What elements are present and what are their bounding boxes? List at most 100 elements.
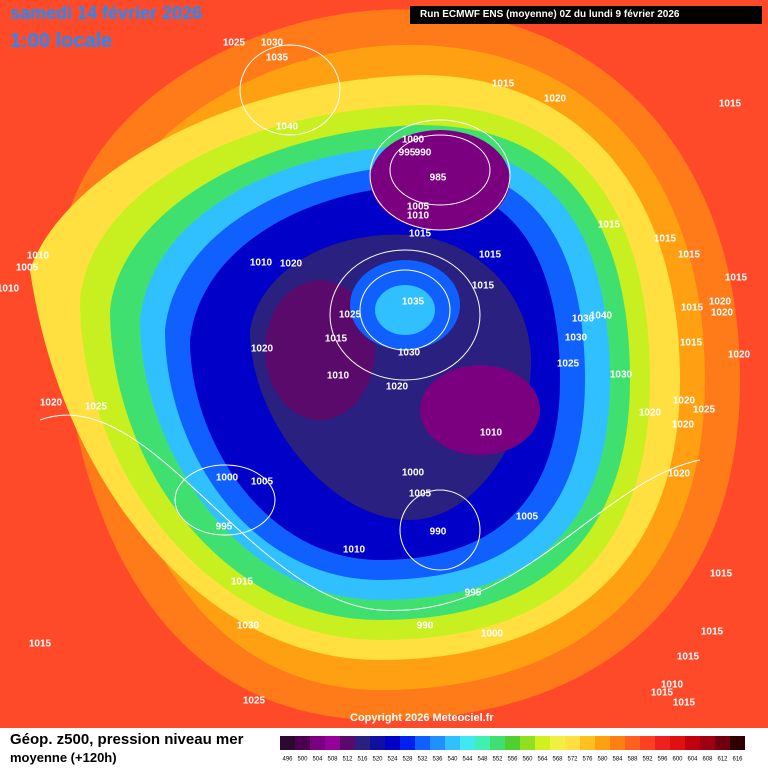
pressure-label: 1010: [407, 211, 430, 222]
pressure-label: 1030: [398, 348, 421, 359]
colorbar-label: 524: [387, 757, 398, 763]
pressure-label: 1020: [709, 297, 732, 308]
pressure-label: 1030: [565, 333, 588, 344]
pressure-label: 1015: [325, 334, 348, 345]
pressure-label: 1025: [223, 38, 246, 49]
colorbar-label: 580: [597, 757, 608, 763]
color-swatch: [700, 736, 715, 750]
colorbar-label: 588: [627, 757, 638, 763]
pressure-label: 1025: [85, 402, 108, 413]
legend-subtitle: moyenne (+120h): [10, 750, 117, 765]
pressure-label: 1015: [719, 99, 742, 110]
copyright: Copyright 2026 Meteociel.fr: [350, 712, 494, 724]
color-swatch: [490, 736, 505, 750]
pressure-label: 1005: [409, 489, 432, 500]
colorbar-label: 556: [507, 757, 518, 763]
colorbar-label: 500: [297, 757, 308, 763]
pressure-label: 1020: [544, 94, 567, 105]
date: samedi 14 février 2026: [10, 3, 203, 23]
pressure-label: 995: [399, 148, 416, 159]
color-swatch: [685, 736, 700, 750]
zone: [370, 130, 510, 230]
colorbar-label: 572: [567, 757, 578, 763]
colorbar-label: 616: [732, 757, 743, 763]
pressure-label: 1010: [0, 284, 20, 295]
pressure-label: 1010: [480, 428, 503, 439]
pressure-label: 1000: [481, 629, 504, 640]
colorbar-label: 584: [612, 757, 623, 763]
color-swatch: [340, 736, 355, 750]
pressure-label: 1020: [251, 344, 274, 355]
legend-title: Géop. z500, pression niveau mer: [10, 731, 244, 748]
colorbar-label: 508: [327, 757, 338, 763]
pressure-label: 1015: [710, 569, 733, 580]
colorbar-label: 608: [702, 757, 713, 763]
colorbar-label: 544: [462, 757, 473, 763]
pressure-label: 1015: [651, 688, 674, 699]
pressure-label: 1025: [243, 696, 266, 707]
colorbar-label: 528: [402, 757, 413, 763]
color-swatch: [670, 736, 685, 750]
pressure-label: 1000: [402, 135, 425, 146]
colorbar-label: 504: [312, 757, 323, 763]
pressure-label: 1015: [677, 652, 700, 663]
color-swatch: [295, 736, 310, 750]
color-swatch: [505, 736, 520, 750]
time: 1:00 locale: [10, 30, 113, 52]
colorbar-label: 496: [282, 757, 293, 763]
pressure-label: 1005: [251, 477, 274, 488]
colorbar-label: 564: [537, 757, 548, 763]
pressure-label: 1010: [661, 680, 684, 691]
color-swatch: [520, 736, 535, 750]
color-swatch: [280, 736, 295, 750]
pressure-label: 985: [430, 173, 447, 184]
colorbar-label: 512: [342, 757, 353, 763]
pressure-label: 1015: [492, 79, 515, 90]
pressure-label: 1035: [402, 297, 425, 308]
zone: [420, 365, 540, 455]
color-swatch: [580, 736, 595, 750]
pressure-label: 1030: [610, 370, 633, 381]
color-swatch: [355, 736, 370, 750]
pressure-label: 1020: [711, 308, 734, 319]
colorbar-label: 576: [582, 757, 593, 763]
pressure-label: 1015: [678, 250, 701, 261]
pressure-label: 1015: [725, 273, 748, 284]
pressure-label: 1010: [327, 371, 350, 382]
color-swatch: [730, 736, 745, 750]
colorbar-label: 540: [447, 757, 458, 763]
isobars: [39, 44, 701, 611]
pressure-label: 1025: [339, 310, 362, 321]
colorbar-label: 568: [552, 757, 563, 763]
colorbar-label: 552: [492, 757, 503, 763]
pressure-label: 990: [415, 148, 432, 159]
color-swatch: [400, 736, 415, 750]
colorbar-label: 604: [687, 757, 698, 763]
pressure-label: 1015: [29, 639, 52, 650]
pressure-label: 1010: [27, 251, 50, 262]
pressure-label: 1015: [409, 229, 432, 240]
pressure-label: 1030: [237, 621, 260, 632]
pressure-label: 1015: [472, 281, 495, 292]
colorbar-label: 596: [657, 757, 668, 763]
colorbar-label: 612: [717, 757, 728, 763]
pressure-label: 1005: [16, 263, 39, 274]
pressure-label: 1030: [572, 314, 595, 325]
colorbar-label: 600: [672, 757, 683, 763]
pressure-label: 1005: [516, 512, 539, 523]
pressure-label: 1015: [654, 234, 677, 245]
color-swatch: [385, 736, 400, 750]
pressure-label: 990: [430, 527, 447, 538]
color-swatch: [550, 736, 565, 750]
color-swatch: [610, 736, 625, 750]
color-swatch: [595, 736, 610, 750]
zone: [265, 280, 375, 420]
color-swatch: [475, 736, 490, 750]
pressure-label: 1015: [598, 220, 621, 231]
pressure-label: 1040: [590, 311, 613, 322]
color-swatch: [325, 736, 340, 750]
colorbar-label: 520: [372, 757, 383, 763]
pressure-label: 1020: [386, 382, 409, 393]
